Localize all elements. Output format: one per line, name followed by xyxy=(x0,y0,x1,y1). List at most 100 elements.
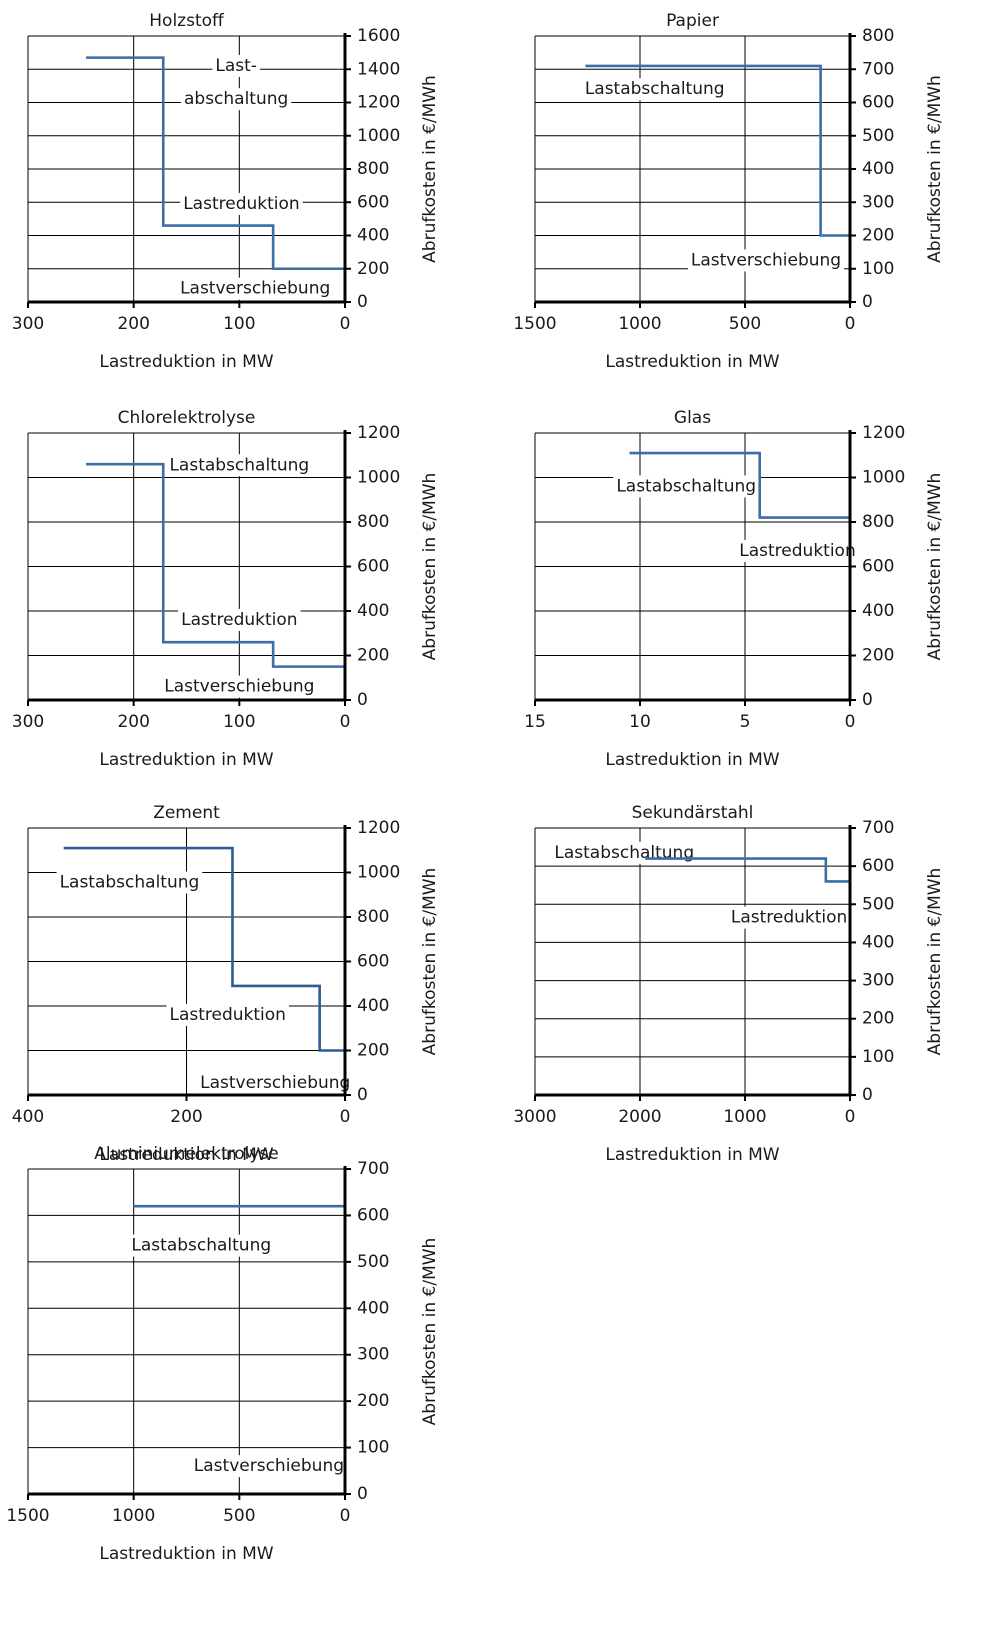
annotation-label: abschaltung xyxy=(184,89,288,109)
x-tick-label: 3000 xyxy=(513,1107,556,1127)
y-tick-label: 1000 xyxy=(357,863,400,883)
x-tick-label: 200 xyxy=(170,1107,202,1127)
annotation-backing xyxy=(727,906,851,929)
y-tick-label: 500 xyxy=(862,126,894,146)
chart-panel-6: LastabschaltungLastreduktion010020030040… xyxy=(513,803,945,1165)
y-tick-label: 1200 xyxy=(357,93,400,113)
y-tick-label: 200 xyxy=(862,1009,894,1029)
y-tick-label: 1000 xyxy=(357,468,400,488)
series-line xyxy=(86,56,345,271)
y-tick-label: 100 xyxy=(862,259,894,279)
y-tick-label: 800 xyxy=(862,26,894,46)
y-tick-label: 0 xyxy=(862,1085,873,1105)
annotation-label: Lastabschaltung xyxy=(585,79,725,99)
y-tick-label: 0 xyxy=(357,1484,368,1504)
y-tick-label: 0 xyxy=(862,292,873,312)
y-tick-label: 0 xyxy=(357,292,368,312)
annotation-backing xyxy=(128,1234,275,1257)
x-tick-label: 1500 xyxy=(513,314,556,334)
annotation-backing xyxy=(166,1003,289,1026)
series-line xyxy=(585,64,850,237)
chart-title: Zement xyxy=(153,803,220,823)
chart-title: Glas xyxy=(674,408,711,428)
annotation-label: Last- xyxy=(215,56,257,76)
y-tick-label: 400 xyxy=(357,1298,389,1318)
chart-title: Papier xyxy=(666,11,719,31)
x-tick-label: 1000 xyxy=(112,1506,155,1526)
y-tick-label: 1200 xyxy=(357,818,400,838)
y-tick-label: 300 xyxy=(357,1345,389,1365)
y-tick-label: 200 xyxy=(357,646,389,666)
annotation-label: Lastverschiebung xyxy=(180,279,330,299)
y-tick-label: 600 xyxy=(862,93,894,113)
y-axis-label: Abrufkosten in €/MWh xyxy=(420,75,440,263)
y-axis-label: Abrufkosten in €/MWh xyxy=(420,868,440,1056)
x-tick-label: 400 xyxy=(12,1107,44,1127)
annotation-backing xyxy=(190,1455,348,1478)
y-tick-label: 400 xyxy=(862,159,894,179)
x-tick-label: 0 xyxy=(845,1107,856,1127)
y-axis-label: Abrufkosten in €/MWh xyxy=(925,868,945,1056)
y-tick-label: 600 xyxy=(862,856,894,876)
annotation-backing xyxy=(581,78,728,101)
x-tick-label: 0 xyxy=(340,712,351,732)
y-tick-label: 200 xyxy=(862,646,894,666)
annotation-backing xyxy=(180,192,303,215)
y-tick-label: 500 xyxy=(862,894,894,914)
x-tick-label: 0 xyxy=(845,314,856,334)
x-axis-label: Lastreduktion in MW xyxy=(99,1145,273,1165)
y-tick-label: 400 xyxy=(357,601,389,621)
x-tick-label: 5 xyxy=(740,712,751,732)
annotation-backing xyxy=(177,277,334,300)
y-tick-label: 200 xyxy=(862,226,894,246)
y-tick-label: 600 xyxy=(357,557,389,577)
annotation-label: Lastabschaltung xyxy=(616,476,756,496)
chart-panel-3: Lastabschaltung Lastreduktion Lastverschie… xyxy=(12,408,440,770)
x-tick-label: 1000 xyxy=(723,1107,766,1127)
x-axis-label: Lastreduktion in MW xyxy=(605,750,779,770)
annotation-label: Lastreduktion xyxy=(169,1005,285,1025)
y-tick-label: 0 xyxy=(357,1085,368,1105)
annotation-label: Lastverschiebung xyxy=(691,250,841,270)
annotation-backing xyxy=(56,871,203,894)
annotation-label: Lastverschiebung xyxy=(164,677,314,697)
x-axis-label: Lastreduktion in MW xyxy=(99,352,273,372)
series-line xyxy=(86,462,345,668)
x-tick-label: 500 xyxy=(729,314,761,334)
chart-title: Chlorelektrolyse xyxy=(118,408,256,428)
x-tick-label: 1500 xyxy=(6,1506,49,1526)
chart-title: Holzstoff xyxy=(149,11,225,31)
y-tick-label: 500 xyxy=(357,1252,389,1272)
y-axis-label: Abrufkosten in €/MWh xyxy=(925,75,945,263)
y-tick-label: 600 xyxy=(357,1205,389,1225)
chart-panel-4: Lastabschaltung Lastreduktion 0 200 400 600 80… xyxy=(524,408,945,770)
y-tick-label: 600 xyxy=(357,952,389,972)
annotation-backing xyxy=(736,539,859,562)
x-tick-label: 0 xyxy=(340,1107,351,1127)
x-tick-label: 0 xyxy=(340,314,351,334)
annotation-label: Lastabschaltung xyxy=(169,455,309,475)
y-tick-label: 300 xyxy=(862,971,894,991)
annotation-backing xyxy=(161,675,318,698)
annotation-label: Lastreduktion xyxy=(739,541,855,561)
x-tick-label: 200 xyxy=(117,712,149,732)
x-tick-label: 2000 xyxy=(618,1107,661,1127)
y-tick-label: 200 xyxy=(357,1391,389,1411)
chart-title: Aluminiumelektrolyse xyxy=(94,1144,279,1164)
chart-panel-2: Lastabschaltung Lastverschiebung 0 100 200 30… xyxy=(513,11,945,372)
annotation-backing xyxy=(180,88,292,111)
x-axis-label: Lastreduktion in MW xyxy=(99,750,273,770)
y-tick-label: 200 xyxy=(357,1041,389,1061)
annotation-backing xyxy=(212,54,260,77)
y-tick-label: 700 xyxy=(862,818,894,838)
y-axis-label: Abrufkosten in €/MWh xyxy=(420,473,440,661)
series-line xyxy=(63,846,345,1052)
annotation-label: Lastreduktion xyxy=(731,908,847,928)
y-tick-label: 400 xyxy=(357,226,389,246)
annotation-backing xyxy=(613,475,760,498)
annotation-label: Lastverschiebung xyxy=(200,1073,350,1093)
y-tick-label: 0 xyxy=(357,690,368,710)
x-tick-label: 100 xyxy=(223,314,255,334)
annotation-label: Lastabschaltung xyxy=(60,873,200,893)
